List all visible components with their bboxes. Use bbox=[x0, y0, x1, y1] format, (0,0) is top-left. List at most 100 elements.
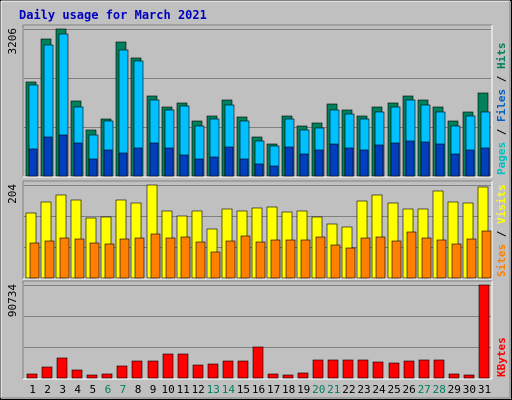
x-tick-label-11: 11 bbox=[177, 383, 190, 396]
x-tick-label-25: 25 bbox=[387, 383, 400, 396]
x-tick-label-29: 29 bbox=[448, 383, 461, 396]
bar-pages-27 bbox=[420, 141, 430, 177]
x-tick-label-18: 18 bbox=[282, 383, 295, 396]
bar-pages-12 bbox=[194, 158, 204, 177]
chart-title: Daily usage for March 2021 bbox=[19, 8, 207, 22]
legend-part: Files bbox=[495, 89, 508, 122]
bar-kbytes-16 bbox=[252, 346, 264, 379]
bar-sites-23 bbox=[360, 237, 371, 279]
legend-part: / bbox=[495, 122, 508, 142]
bar-sites-13 bbox=[210, 251, 221, 279]
bar-pages-7 bbox=[118, 152, 128, 177]
series-kbytes bbox=[26, 284, 490, 379]
x-tick-label-28: 28 bbox=[433, 383, 446, 396]
legend-part: Hits bbox=[495, 43, 508, 70]
bar-pages-21 bbox=[329, 143, 339, 177]
bar-kbytes-26 bbox=[403, 360, 415, 379]
bar-pages-11 bbox=[179, 154, 189, 177]
bar-sites-12 bbox=[195, 241, 206, 279]
bar-kbytes-25 bbox=[388, 362, 400, 379]
bar-pages-2 bbox=[43, 136, 53, 177]
bar-kbytes-27 bbox=[418, 359, 430, 379]
x-tick-label-27: 27 bbox=[418, 383, 431, 396]
bar-kbytes-4 bbox=[71, 369, 83, 379]
series-pages bbox=[28, 134, 490, 177]
bar-kbytes-28 bbox=[433, 359, 445, 379]
bar-sites-19 bbox=[300, 239, 311, 279]
bar-pages-30 bbox=[465, 149, 475, 177]
bar-pages-15 bbox=[239, 158, 249, 177]
bar-kbytes-18 bbox=[282, 374, 294, 379]
x-tick-label-13: 13 bbox=[207, 383, 220, 396]
x-tick-label-14: 14 bbox=[222, 383, 236, 396]
bar-sites-11 bbox=[180, 236, 191, 279]
bar-kbytes-7 bbox=[116, 365, 128, 379]
x-tick-label-17: 17 bbox=[267, 383, 280, 396]
y-axis-max-label: 90734 bbox=[6, 284, 19, 317]
bar-kbytes-23 bbox=[357, 359, 369, 379]
bar-sites-10 bbox=[165, 237, 176, 279]
x-tick-label-15: 15 bbox=[237, 383, 250, 396]
bar-kbytes-21 bbox=[327, 359, 339, 379]
bar-sites-8 bbox=[134, 237, 145, 279]
bar-sites-7 bbox=[119, 238, 130, 279]
panel-top: 3206 Pages / Files / Hits bbox=[6, 24, 508, 178]
x-tick-label-30: 30 bbox=[463, 383, 476, 396]
y-axis-max-label: 3206 bbox=[6, 28, 19, 55]
bar-sites-31 bbox=[481, 230, 492, 279]
series-legend-label: KBytes bbox=[495, 337, 508, 377]
bar-sites-21 bbox=[330, 244, 341, 279]
bar-kbytes-5 bbox=[86, 374, 98, 379]
legend-part: Pages bbox=[495, 142, 508, 175]
bar-sites-25 bbox=[391, 240, 402, 279]
x-tick-label-31: 31 bbox=[478, 383, 491, 396]
bar-kbytes-20 bbox=[312, 359, 324, 379]
bar-pages-14 bbox=[224, 146, 234, 177]
bar-pages-4 bbox=[73, 142, 83, 177]
x-tick-label-8: 8 bbox=[135, 383, 142, 396]
x-tick-label-20: 20 bbox=[312, 383, 325, 396]
bar-kbytes-13 bbox=[207, 363, 219, 379]
x-tick-label-23: 23 bbox=[357, 383, 370, 396]
bar-pages-6 bbox=[103, 149, 113, 177]
bar-sites-28 bbox=[436, 239, 447, 279]
bar-pages-22 bbox=[344, 147, 354, 177]
bar-sites-14 bbox=[225, 240, 236, 279]
series-files bbox=[28, 33, 491, 177]
legend-part: KBytes bbox=[495, 337, 508, 377]
bar-kbytes-10 bbox=[162, 353, 174, 379]
x-tick-label-7: 7 bbox=[120, 383, 127, 396]
x-tick-label-22: 22 bbox=[342, 383, 355, 396]
panel-middle: 204 Sites / Visits bbox=[6, 180, 508, 280]
bar-pages-1 bbox=[28, 148, 38, 177]
bar-kbytes-1 bbox=[26, 373, 38, 379]
bar-kbytes-9 bbox=[147, 360, 159, 379]
bar-pages-19 bbox=[299, 153, 309, 177]
bar-pages-28 bbox=[435, 143, 445, 177]
bar-kbytes-6 bbox=[101, 373, 113, 379]
bar-pages-31 bbox=[480, 147, 490, 177]
bar-kbytes-12 bbox=[192, 364, 204, 379]
bar-pages-25 bbox=[390, 142, 400, 177]
x-axis-tick-labels: 1 2 3 4 5 6 7 8 9 10 11 12 13 14 15 16 17 18 19 20 21 22 23 24 2… bbox=[29, 383, 491, 396]
x-tick-label-16: 16 bbox=[252, 383, 265, 396]
legend-part: Visits bbox=[495, 184, 508, 224]
bar-pages-10 bbox=[164, 147, 174, 177]
x-tick-label-19: 19 bbox=[297, 383, 310, 396]
bar-kbytes-15 bbox=[237, 360, 249, 379]
legend-part: / bbox=[495, 69, 508, 89]
x-tick-label-5: 5 bbox=[89, 383, 96, 396]
series-legend-label: Pages / Files / Hits bbox=[495, 43, 508, 176]
bar-sites-4 bbox=[74, 238, 85, 279]
bar-pages-18 bbox=[284, 146, 294, 177]
bar-kbytes-2 bbox=[41, 366, 53, 379]
chart-panels: 3206 Pages / Files / Hits 204 Sites / Visit… bbox=[6, 24, 508, 380]
bar-kbytes-22 bbox=[342, 359, 354, 379]
x-tick-label-10: 10 bbox=[161, 383, 174, 396]
bar-kbytes-30 bbox=[463, 374, 475, 379]
x-tick-label-21: 21 bbox=[327, 383, 340, 396]
x-tick-label-26: 26 bbox=[402, 383, 415, 396]
bar-pages-26 bbox=[405, 140, 415, 177]
bar-sites-6 bbox=[104, 243, 115, 279]
